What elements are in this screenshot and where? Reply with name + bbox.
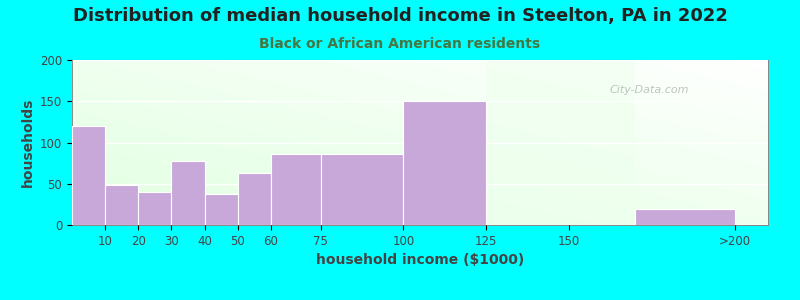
Y-axis label: households: households [21,98,34,187]
Text: Distribution of median household income in Steelton, PA in 2022: Distribution of median household income … [73,8,727,26]
Bar [171,160,205,225]
Bar [635,208,735,225]
Bar [403,101,486,225]
Bar [72,126,105,225]
Text: Black or African American residents: Black or African American residents [259,38,541,52]
Bar [271,154,321,225]
Bar [486,60,635,225]
Bar [105,185,138,225]
Bar [321,154,403,225]
X-axis label: household income ($1000): household income ($1000) [316,253,524,267]
Bar [238,173,271,225]
Bar [205,194,238,225]
Text: City-Data.com: City-Data.com [610,85,690,95]
Bar [138,192,171,225]
